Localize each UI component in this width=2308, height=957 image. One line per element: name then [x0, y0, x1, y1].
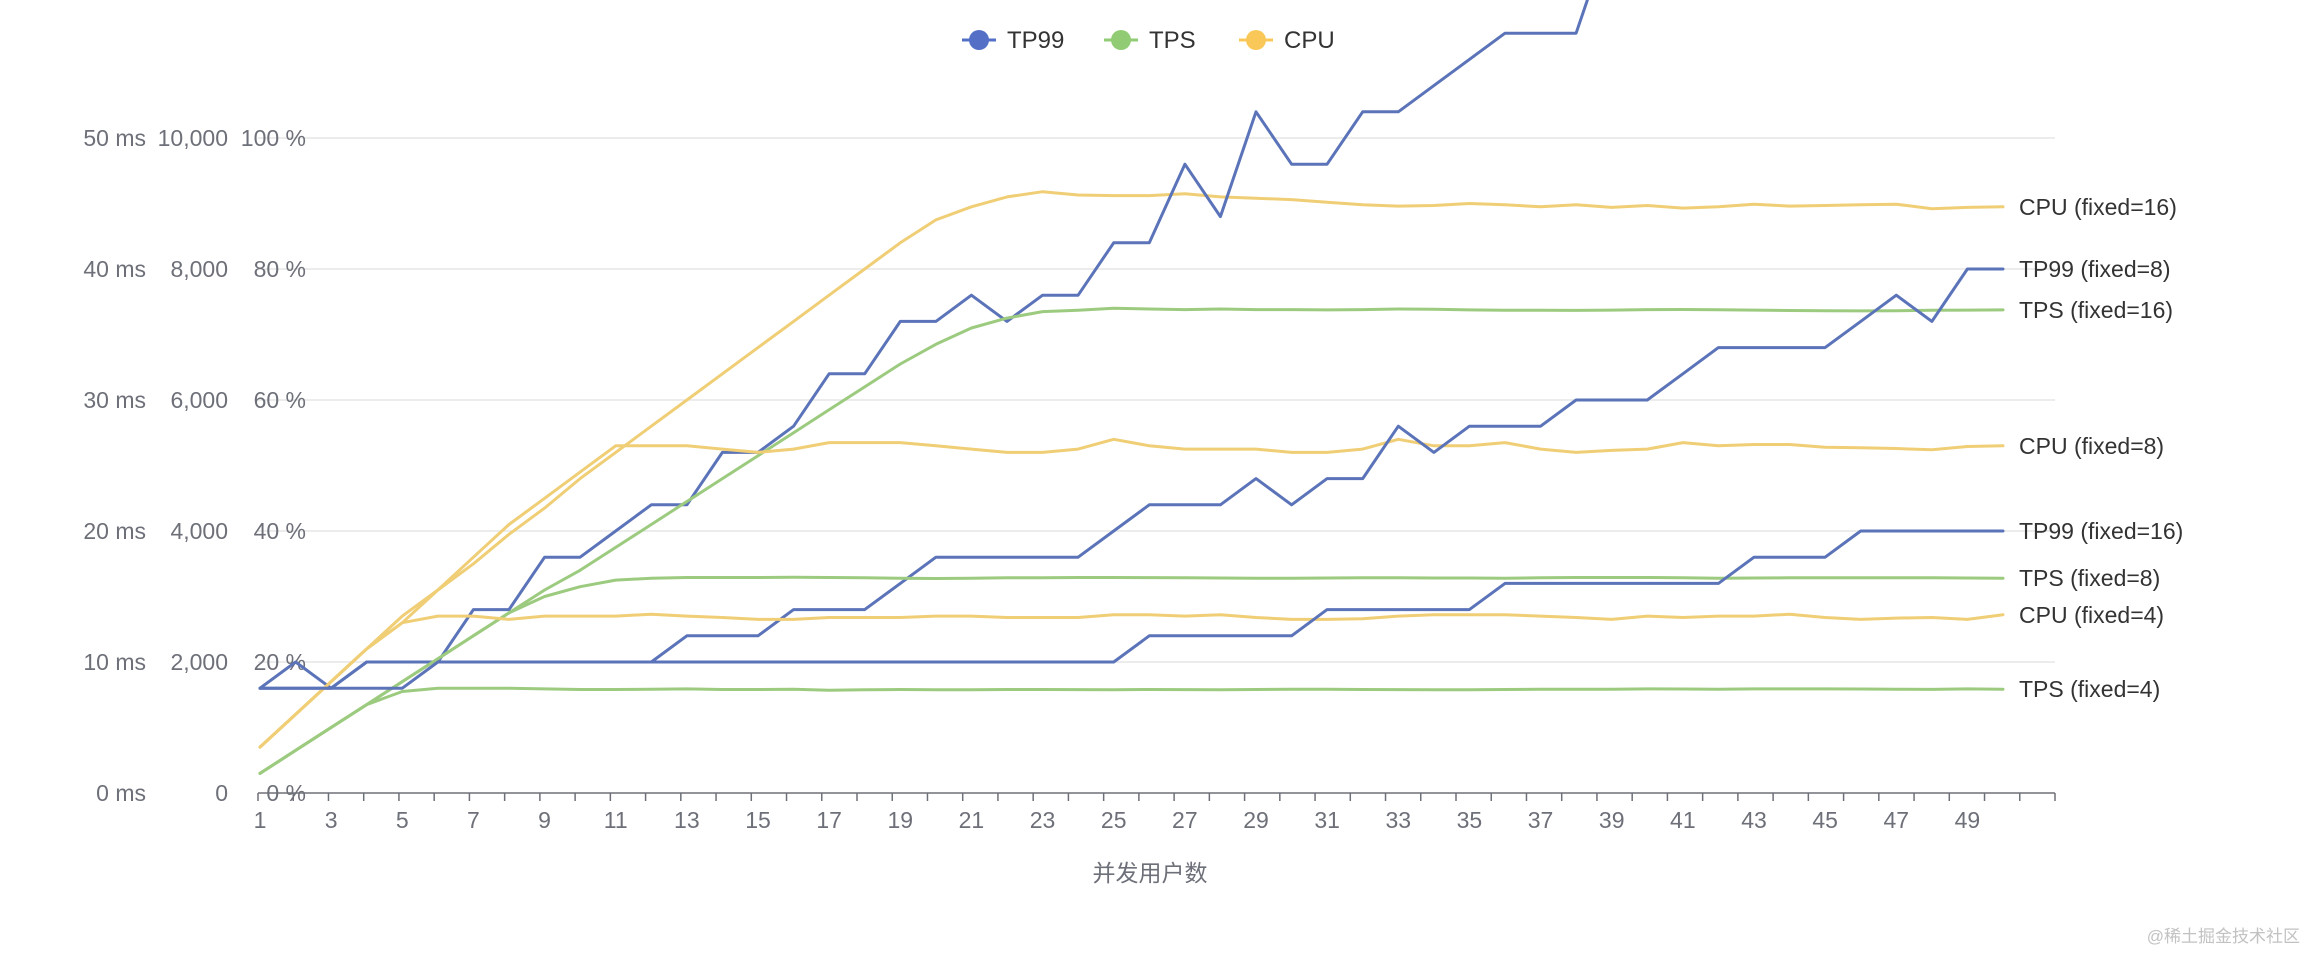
series-lines: [258, 0, 2005, 775]
x-tick-label: 31: [1314, 807, 1340, 833]
x-tick-label: 5: [396, 807, 409, 833]
series-line-cpu-fixed-4[interactable]: [258, 612, 2005, 749]
y-tick-label-tps: 4,000: [170, 518, 228, 544]
x-tick-label: 27: [1172, 807, 1198, 833]
x-tick-label: 1: [254, 807, 267, 833]
x-tick-label: 25: [1101, 807, 1127, 833]
x-tick-label: 33: [1385, 807, 1411, 833]
y-tick-label-cpu: 60 %: [254, 387, 306, 413]
x-tick-label: 17: [816, 807, 842, 833]
gridlines: [258, 137, 2055, 663]
y-tick-label-tp99: 40 ms: [83, 256, 146, 282]
x-tick-label: 9: [538, 807, 551, 833]
series-line-cpu-fixed-8[interactable]: [258, 437, 2005, 749]
x-tick-label: 41: [1670, 807, 1696, 833]
x-tick-label: 15: [745, 807, 771, 833]
x-tick-label: 47: [1883, 807, 1909, 833]
legend-label: TP99: [1007, 27, 1064, 54]
x-tick-label: 13: [674, 807, 700, 833]
x-tick-label: 45: [1812, 807, 1838, 833]
series-line-tps-fixed-8[interactable]: [258, 575, 2005, 775]
y-tick-label-tp99: 0 ms: [96, 780, 146, 806]
watermark: @稀土掘金技术社区: [2147, 927, 2300, 946]
legend-label: TPS: [1149, 27, 1196, 54]
y-tick-label-cpu: 40 %: [254, 518, 306, 544]
y-tick-label-cpu: 100 %: [241, 125, 306, 151]
series-end-label-tps-fixed-4: TPS (fixed=4): [2019, 676, 2160, 702]
x-tick-label: 7: [467, 807, 480, 833]
x-tick-label: 23: [1030, 807, 1056, 833]
axes: 0 ms 10 ms 20 ms 30 ms 40 ms 50 ms 0 2,000 4,000…: [83, 125, 2056, 833]
series-end-label-cpu-fixed-8: CPU (fixed=8): [2019, 433, 2164, 459]
series-line-tps-fixed-4[interactable]: [258, 686, 2005, 775]
x-tick-label: 35: [1457, 807, 1483, 833]
series-end-label-tp99-fixed-8: TP99 (fixed=8): [2019, 256, 2171, 282]
series-end-label-tp99-fixed-16: TP99 (fixed=16): [2019, 518, 2183, 544]
legend-circle-icon: [1246, 30, 1266, 50]
y-tick-label-cpu: 80 %: [254, 256, 306, 282]
legend-label: CPU: [1284, 27, 1335, 54]
x-tick-label: 21: [959, 807, 985, 833]
y-tick-label-tp99: 10 ms: [83, 649, 146, 675]
x-axis-title: 并发用户数: [1093, 860, 1208, 886]
series-line-tp99-fixed-4[interactable]: [258, 0, 2003, 690]
y-tick-label-tps: 8,000: [170, 256, 228, 282]
y-tick-label-tp99: 50 ms: [83, 125, 146, 151]
x-tick-label: 29: [1243, 807, 1269, 833]
y-tick-label-tps: 6,000: [170, 387, 228, 413]
legend-item-cpu[interactable]: CPU: [1239, 27, 1335, 54]
x-tick-label: 39: [1599, 807, 1625, 833]
series-end-label-tps-fixed-8: TPS (fixed=8): [2019, 565, 2160, 591]
legend-item-tps[interactable]: TPS: [1104, 27, 1196, 54]
series-end-label-cpu-fixed-16: CPU (fixed=16): [2019, 194, 2177, 220]
y-tick-label-tps: 0: [215, 780, 228, 806]
x-tick-label: 49: [1955, 807, 1981, 833]
series-line-cpu-fixed-16[interactable]: [258, 190, 2005, 749]
series-line-tps-fixed-16[interactable]: [258, 306, 2005, 775]
legend-circle-icon: [1111, 30, 1131, 50]
y-tick-label-tp99: 30 ms: [83, 387, 146, 413]
legend-circle-icon: [969, 30, 989, 50]
x-tick-label: 19: [887, 807, 913, 833]
series-line-tp99-fixed-16[interactable]: [258, 529, 2005, 690]
series-end-labels: CPU (fixed=16)TP99 (fixed=4)TPS (fixed=1…: [2019, 194, 2183, 702]
legend-item-tp99[interactable]: TP99: [962, 27, 1064, 54]
y-tick-label-tps: 2,000: [170, 649, 228, 675]
x-tick-label: 11: [604, 807, 628, 833]
y-tick-label-cpu: 20 %: [254, 649, 306, 675]
x-tick-label: 37: [1528, 807, 1554, 833]
y-tick-label-tp99: 20 ms: [83, 518, 146, 544]
series-end-label-cpu-fixed-4: CPU (fixed=4): [2019, 602, 2164, 628]
series-end-label-tps-fixed-16: TPS (fixed=16): [2019, 297, 2173, 323]
series-line-tp99-fixed-8[interactable]: [258, 267, 2005, 690]
legend[interactable]: TP99 TPS CPU: [962, 27, 1335, 54]
y-tick-label-tps: 10,000: [158, 125, 228, 151]
x-tick-label: 3: [325, 807, 338, 833]
x-tick-label: 43: [1741, 807, 1767, 833]
